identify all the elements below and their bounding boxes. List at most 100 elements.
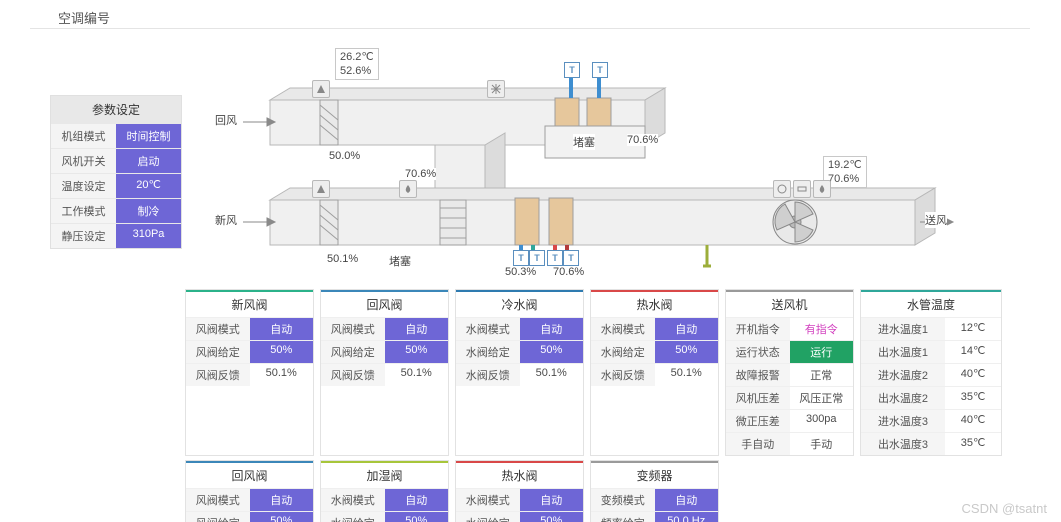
card-row: 风阀给定50% [186, 340, 313, 363]
coil-humid: 70.6% [627, 134, 658, 146]
card-row-label: 水阀给定 [456, 512, 520, 522]
card-row-value: 40℃ [945, 410, 1001, 432]
hw-in-value: 70.6% [553, 266, 584, 278]
card-row-label: 风阀反馈 [321, 364, 385, 386]
card-row-value[interactable]: 50% [385, 512, 449, 522]
card-row: 进水温度340℃ [861, 409, 1001, 432]
card-row-value[interactable]: 50% [520, 341, 584, 363]
card: 回风阀风阀模式自动风阀给定50%风阀反馈50.1% [320, 289, 449, 456]
card-row-label: 水阀反馈 [456, 364, 520, 386]
parameter-panel: 参数设定 机组模式时间控制风机开关启动温度设定20℃工作模式制冷静压设定310P… [50, 95, 182, 249]
card-row-value[interactable]: 50.0 Hz [655, 512, 719, 522]
param-value[interactable]: 20℃ [116, 174, 181, 198]
card-row: 变频模式自动 [591, 488, 718, 511]
card-row-label: 微正压差 [726, 410, 790, 432]
param-row: 静压设定310Pa [51, 223, 181, 248]
card-row: 水阀模式自动 [321, 488, 448, 511]
card-row-label: 水阀给定 [591, 341, 655, 363]
fresh-damper-value: 50.1% [327, 253, 358, 265]
card-row: 水阀模式自动 [591, 317, 718, 340]
card-row: 进水温度240℃ [861, 363, 1001, 386]
param-label: 工作模式 [51, 199, 116, 223]
filter-icon[interactable] [312, 80, 330, 98]
humid-icon[interactable] [399, 180, 417, 198]
droplet-icon[interactable] [813, 180, 831, 198]
card-row-label: 变频模式 [591, 489, 655, 511]
card-row-value[interactable]: 自动 [385, 318, 449, 340]
card-row-value: 正常 [790, 364, 854, 386]
card-row-label: 水阀模式 [456, 489, 520, 511]
t-tag-hw-2: T [563, 250, 579, 266]
card-row: 微正压差300pa [726, 409, 853, 432]
card-row-label: 水阀模式 [591, 318, 655, 340]
card-row: 风阀给定50% [186, 511, 313, 522]
card-row-value[interactable]: 自动 [655, 489, 719, 511]
param-value[interactable]: 启动 [116, 149, 181, 173]
clogged-lower-label: 堵塞 [389, 253, 411, 269]
supply-sensor-temp: 19.2℃ [828, 158, 862, 172]
card-row: 水阀模式自动 [456, 317, 583, 340]
parameter-panel-title: 参数设定 [51, 96, 181, 123]
fresh-air-label: 新风 [215, 212, 237, 228]
card-row: 水阀给定50% [456, 511, 583, 522]
card-row-value: 35℃ [945, 387, 1001, 409]
card-title: 热水阀 [456, 461, 583, 488]
card-row-value: 50.1% [250, 364, 314, 386]
card-row-value[interactable]: 运行 [790, 341, 854, 363]
fan-icon[interactable] [773, 180, 791, 198]
card-row-value[interactable]: 50% [385, 341, 449, 363]
t-tag-hw-1: T [547, 250, 563, 266]
card-row: 风阀模式自动 [186, 317, 313, 340]
card-row-value[interactable]: 自动 [250, 318, 314, 340]
return-damper-value: 50.0% [329, 150, 360, 162]
card-row-value[interactable]: 50% [250, 512, 314, 522]
card-row: 风阀模式自动 [321, 317, 448, 340]
card-row-label: 风机压差 [726, 387, 790, 409]
t-tag-upper-2: T [592, 62, 608, 78]
card-row-value[interactable]: 自动 [520, 489, 584, 511]
card-row: 手自动手动 [726, 432, 853, 455]
card-row: 水阀给定50% [321, 511, 448, 522]
param-value[interactable]: 时间控制 [116, 124, 181, 148]
param-row: 机组模式时间控制 [51, 123, 181, 148]
card-row-value[interactable]: 自动 [655, 318, 719, 340]
card-row-label: 进水温度1 [861, 318, 945, 340]
param-value[interactable]: 制冷 [116, 199, 181, 223]
card-row-label: 风阀给定 [321, 341, 385, 363]
cool-icon[interactable] [487, 80, 505, 98]
param-row: 风机开关启动 [51, 148, 181, 173]
measure-icon[interactable] [793, 180, 811, 198]
param-label: 机组模式 [51, 124, 116, 148]
card-row-value[interactable]: 50% [250, 341, 314, 363]
t-tag-cw-2: T [529, 250, 545, 266]
return-sensor-humid: 52.6% [340, 64, 374, 78]
card: 送风机开机指令有指令运行状态运行故障报警正常风机压差风压正常微正压差300pa手… [725, 289, 854, 456]
card-row-value: 14℃ [945, 341, 1001, 363]
card-row-value[interactable]: 50% [520, 512, 584, 522]
cw-in-value: 50.3% [505, 266, 536, 278]
card: 变频器变频模式自动频率给定50.0 Hz频率反馈0.0 Hz [590, 460, 719, 522]
card-row-label: 水阀模式 [321, 489, 385, 511]
card: 冷水阀水阀模式自动水阀给定50%水阀反馈50.1% [455, 289, 584, 456]
return-sensor-temp: 26.2℃ [340, 50, 374, 64]
card-title: 加湿阀 [321, 461, 448, 488]
card-row: 水阀给定50% [456, 340, 583, 363]
card-row: 风阀反馈50.1% [186, 363, 313, 386]
card-row-value[interactable]: 自动 [250, 489, 314, 511]
card-row: 出水温度235℃ [861, 386, 1001, 409]
card-row-value[interactable]: 自动 [385, 489, 449, 511]
card-row-value: 35℃ [945, 433, 1001, 455]
param-value[interactable]: 310Pa [116, 224, 181, 248]
card-grid: 新风阀风阀模式自动风阀给定50%风阀反馈50.1%回风阀风阀模式自动风阀给定50… [185, 289, 1035, 522]
t-tag-cw-1: T [513, 250, 529, 266]
card-title: 回风阀 [186, 461, 313, 488]
card-row-value: 40℃ [945, 364, 1001, 386]
card-row-value[interactable]: 自动 [520, 318, 584, 340]
card-row-value: 50.1% [385, 364, 449, 386]
card-row-label: 手自动 [726, 433, 790, 455]
watermark: CSDN @tsatnt [962, 501, 1047, 516]
filter2-icon[interactable] [312, 180, 330, 198]
card-row-value[interactable]: 50% [655, 341, 719, 363]
card-row-label: 频率给定 [591, 512, 655, 522]
card: 热水阀水阀模式自动水阀给定50%水阀反馈50.1% [590, 289, 719, 456]
